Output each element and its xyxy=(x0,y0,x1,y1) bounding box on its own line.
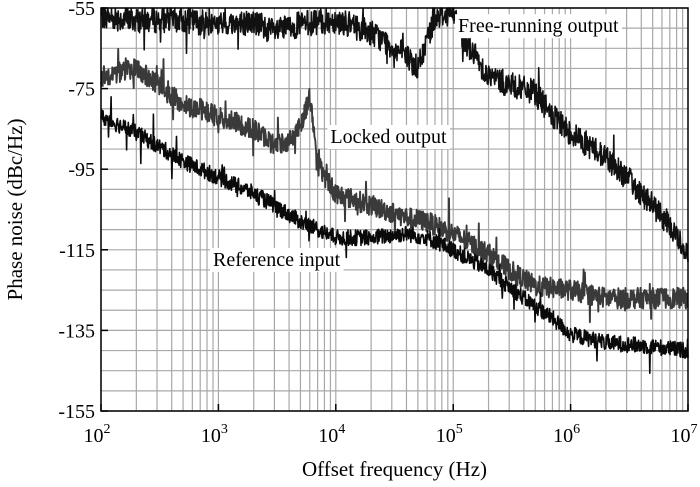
annotation: Reference input xyxy=(210,247,344,272)
annotation-text: Reference input xyxy=(213,249,341,271)
y-axis-title: Phase noise (dBc/Hz) xyxy=(3,119,27,301)
y-tick-label: -115 xyxy=(59,240,95,262)
annotation-text: Locked output xyxy=(330,126,447,148)
y-tick-label: -95 xyxy=(68,159,95,181)
annotation-text: Free-running output xyxy=(458,15,619,37)
y-tick-label: -55 xyxy=(68,0,95,20)
annotation-layer: Free-running output Locked output Referenc… xyxy=(210,14,623,272)
x-axis-title: Offset frequency (Hz) xyxy=(302,457,487,481)
x-tick-label: 107 xyxy=(671,422,698,447)
series-line-0 xyxy=(100,7,689,263)
y-tick-label: -75 xyxy=(68,79,95,101)
x-tick-label: 104 xyxy=(318,422,345,447)
series-line-1 xyxy=(100,47,689,324)
annotation-box xyxy=(455,14,623,39)
annotation-box xyxy=(327,125,450,150)
plot-frame xyxy=(100,7,689,412)
x-tick-label: 105 xyxy=(436,422,463,447)
annotation: Free-running output xyxy=(455,14,623,39)
series-layer xyxy=(100,7,689,374)
x-tick-label: 103 xyxy=(201,422,228,447)
grid-layer xyxy=(100,7,688,412)
annotation-box xyxy=(210,247,344,272)
y-tick-label: -155 xyxy=(58,401,95,423)
x-tick-label: 106 xyxy=(553,422,580,447)
annotation: Locked output xyxy=(327,125,450,150)
y-tick-label: -135 xyxy=(58,320,95,342)
x-tick-label: 102 xyxy=(84,422,111,447)
series-line-2 xyxy=(100,96,689,374)
